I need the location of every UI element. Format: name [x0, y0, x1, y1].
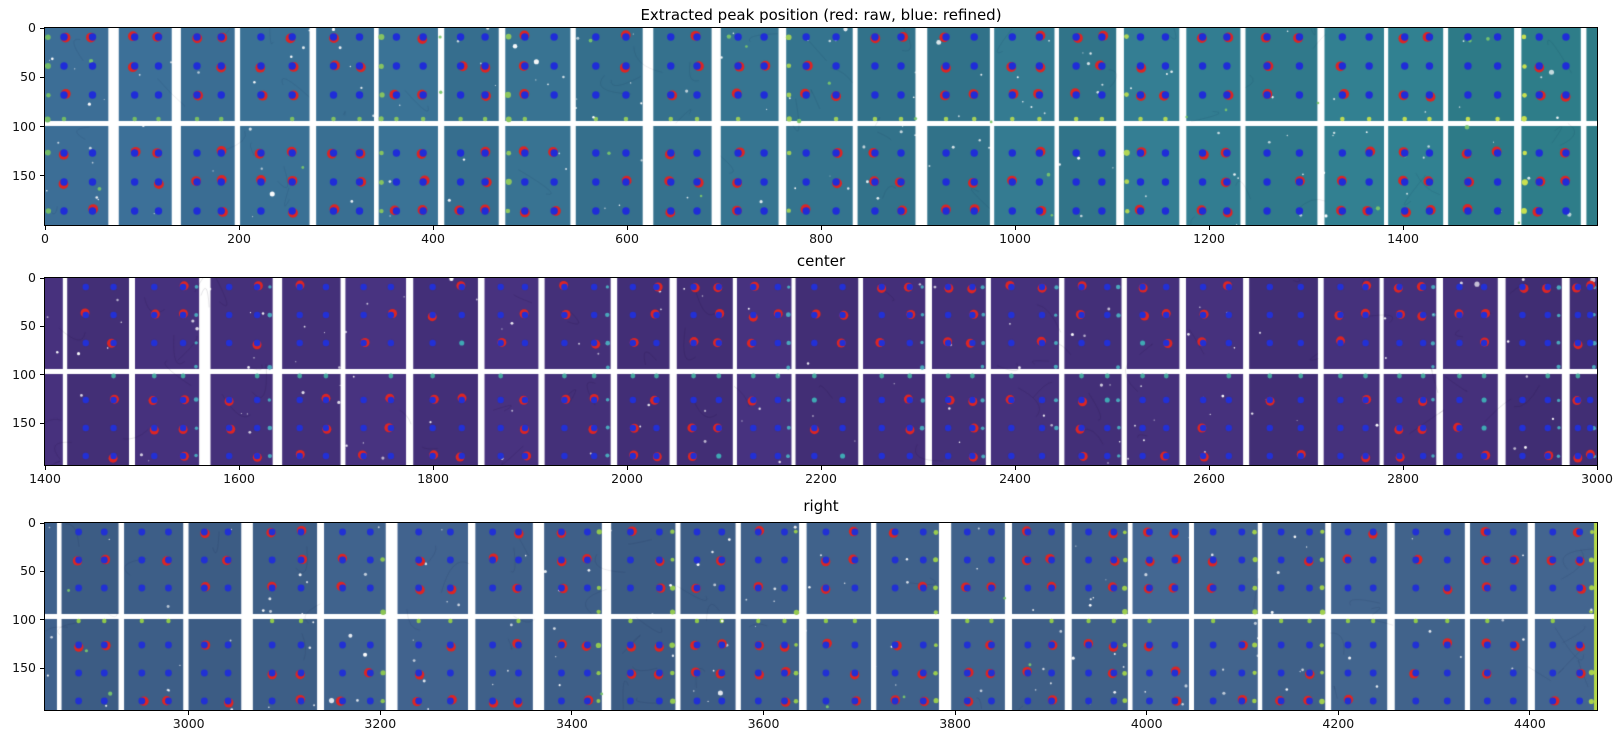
x-tick-label: 600: [615, 231, 639, 246]
x-tick-mark: [626, 226, 628, 230]
x-tick-mark: [626, 466, 628, 470]
subplot-image-right: [44, 522, 1598, 711]
x-tick-mark: [432, 226, 434, 230]
x-tick-mark: [1402, 226, 1404, 230]
detector-image-top: [45, 28, 1597, 225]
x-tick-mark: [379, 711, 381, 715]
x-tick-label: 4200: [1322, 716, 1355, 731]
x-tick-mark: [44, 226, 46, 230]
x-tick-label: 3200: [364, 716, 397, 731]
x-tick-mark: [1529, 711, 1531, 715]
x-tick-mark: [820, 466, 822, 470]
x-tick-mark: [188, 711, 190, 715]
y-tick-label: 50: [20, 318, 36, 334]
y-tick-mark: [40, 277, 44, 279]
x-tick-mark: [571, 711, 573, 715]
y-tick-label: 0: [28, 515, 36, 530]
x-tick-mark: [238, 226, 240, 230]
y-tick-mark: [40, 126, 44, 127]
x-tick-label: 800: [809, 231, 833, 246]
x-tick-label: 4400: [1514, 716, 1546, 731]
subplot-title-extracted-peak-position: Extracted peak position (red: raw, blue:…: [640, 6, 1002, 24]
x-tick-mark: [763, 711, 765, 715]
x-tick-mark: [432, 466, 434, 470]
y-tick-label: 50: [20, 69, 36, 85]
x-tick-label: 2200: [805, 471, 837, 486]
x-tick-label: 2000: [611, 471, 643, 486]
x-tick-label: 0: [41, 231, 49, 246]
subplot-image-center: [44, 277, 1598, 466]
x-tick-label: 1400: [1387, 231, 1419, 246]
y-tick-label: 150: [12, 660, 36, 676]
x-tick-label: 200: [227, 231, 251, 246]
y-tick-label: 100: [12, 611, 36, 627]
subplot-title-right: right: [803, 497, 839, 515]
x-tick-mark: [1014, 226, 1016, 230]
x-tick-label: 4000: [1130, 716, 1163, 731]
x-tick-mark: [1208, 466, 1210, 470]
y-tick-mark: [40, 619, 44, 621]
x-tick-label: 2400: [999, 471, 1031, 486]
x-tick-label: 400: [421, 231, 445, 246]
subplot-title-center: center: [796, 252, 846, 270]
x-tick-mark: [44, 466, 46, 470]
x-tick-label: 2600: [1193, 471, 1225, 486]
x-tick-label: 1400: [29, 471, 61, 486]
y-tick-label: 150: [12, 167, 36, 183]
detector-image-right: [45, 523, 1597, 710]
y-tick-mark: [40, 422, 44, 424]
x-tick-mark: [238, 466, 240, 470]
x-tick-mark: [820, 226, 822, 230]
y-tick-mark: [40, 522, 44, 524]
y-tick-mark: [40, 374, 44, 376]
x-tick-label: 2800: [1387, 471, 1419, 486]
y-tick-mark: [40, 27, 44, 29]
y-tick-mark: [40, 667, 44, 669]
y-tick-label: 0: [28, 270, 36, 285]
x-tick-label: 1600: [223, 471, 255, 486]
x-tick-label: 3000: [172, 716, 205, 731]
y-tick-mark: [40, 570, 44, 572]
y-tick-label: 0: [28, 20, 36, 35]
subplot-image-top: [44, 27, 1598, 226]
y-tick-label: 100: [12, 118, 36, 134]
x-tick-label: 1000: [999, 231, 1031, 246]
y-tick-label: 100: [12, 366, 36, 382]
y-tick-mark: [40, 325, 44, 327]
x-tick-label: 1200: [1193, 231, 1225, 246]
x-tick-mark: [1596, 466, 1598, 470]
y-tick-mark: [40, 76, 44, 78]
y-tick-mark: [40, 175, 44, 177]
x-tick-mark: [954, 711, 956, 715]
x-tick-label: 3400: [556, 716, 588, 731]
y-tick-label: 50: [20, 563, 36, 579]
x-tick-label: 1800: [417, 471, 449, 486]
x-tick-mark: [1146, 711, 1148, 715]
x-tick-label: 3800: [939, 716, 972, 731]
x-tick-mark: [1402, 466, 1404, 470]
x-tick-label: 3600: [747, 716, 780, 731]
y-tick-label: 150: [12, 415, 36, 431]
x-tick-mark: [1014, 466, 1016, 470]
detector-image-center: [45, 278, 1597, 465]
x-tick-label: 3000: [1581, 471, 1613, 486]
x-tick-mark: [1337, 711, 1339, 715]
x-tick-mark: [1208, 226, 1210, 230]
